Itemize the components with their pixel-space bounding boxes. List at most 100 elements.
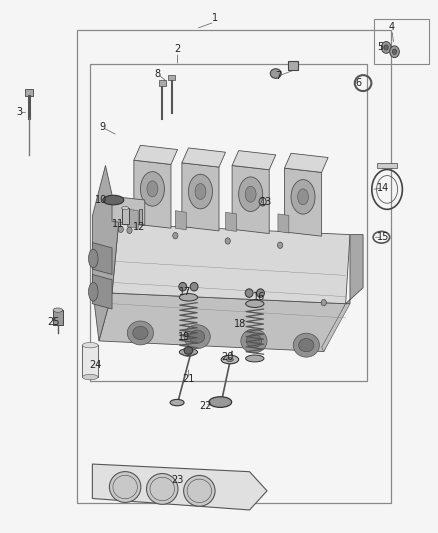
Ellipse shape (381, 42, 391, 53)
Ellipse shape (299, 338, 314, 352)
Bar (288, 61, 297, 70)
Polygon shape (92, 274, 112, 309)
Ellipse shape (88, 249, 98, 268)
Ellipse shape (257, 289, 265, 297)
Ellipse shape (103, 195, 124, 205)
Polygon shape (92, 243, 112, 274)
Text: 22: 22 (199, 401, 211, 411)
Ellipse shape (209, 397, 232, 407)
Ellipse shape (384, 45, 389, 50)
Polygon shape (112, 196, 145, 225)
Bar (159, 80, 166, 86)
Ellipse shape (245, 186, 256, 202)
Text: 14: 14 (377, 183, 389, 193)
Ellipse shape (246, 334, 261, 348)
Text: 17: 17 (179, 287, 191, 297)
Ellipse shape (179, 349, 198, 356)
Text: 16: 16 (253, 292, 265, 302)
Bar (77, 30, 392, 503)
Ellipse shape (221, 356, 239, 364)
Polygon shape (134, 146, 177, 165)
Text: 21: 21 (182, 374, 194, 384)
Ellipse shape (278, 242, 283, 248)
Text: 2: 2 (174, 44, 180, 53)
Polygon shape (285, 168, 321, 236)
Text: 19: 19 (178, 332, 190, 342)
Ellipse shape (122, 206, 129, 209)
Text: 5: 5 (378, 43, 384, 52)
Ellipse shape (293, 333, 319, 357)
Polygon shape (175, 211, 186, 230)
Ellipse shape (179, 294, 198, 301)
Bar (82, 345, 98, 377)
Polygon shape (278, 214, 289, 233)
Text: 15: 15 (377, 232, 389, 243)
Polygon shape (92, 165, 119, 341)
Ellipse shape (141, 172, 164, 206)
Polygon shape (99, 293, 346, 352)
Ellipse shape (239, 177, 263, 212)
Ellipse shape (184, 347, 193, 354)
Text: 12: 12 (133, 222, 146, 232)
Ellipse shape (184, 475, 215, 506)
Ellipse shape (147, 181, 158, 197)
Ellipse shape (179, 282, 187, 291)
Ellipse shape (88, 282, 98, 301)
Ellipse shape (246, 300, 264, 308)
Polygon shape (182, 148, 226, 167)
Ellipse shape (241, 329, 267, 353)
Ellipse shape (390, 46, 399, 58)
Polygon shape (321, 304, 350, 352)
Ellipse shape (392, 49, 397, 54)
Text: 24: 24 (90, 360, 102, 370)
Ellipse shape (246, 355, 264, 362)
Polygon shape (92, 464, 267, 510)
Ellipse shape (173, 232, 178, 239)
Ellipse shape (190, 282, 198, 291)
Ellipse shape (291, 180, 315, 214)
Polygon shape (232, 151, 276, 169)
Bar (168, 75, 175, 80)
Ellipse shape (110, 472, 141, 503)
Text: 8: 8 (155, 69, 161, 79)
Bar (90, 64, 367, 381)
Ellipse shape (118, 226, 124, 232)
Ellipse shape (147, 473, 178, 504)
Ellipse shape (127, 227, 132, 233)
Text: 9: 9 (99, 122, 105, 132)
Text: 4: 4 (389, 22, 395, 33)
Bar (25, 90, 33, 96)
Text: 23: 23 (171, 475, 184, 485)
Text: 20: 20 (222, 352, 234, 362)
Ellipse shape (133, 326, 148, 340)
Ellipse shape (53, 308, 63, 312)
Ellipse shape (188, 174, 212, 209)
Ellipse shape (270, 69, 281, 78)
Polygon shape (127, 209, 138, 228)
Text: 3: 3 (16, 107, 22, 117)
Polygon shape (232, 165, 269, 233)
Bar (139, 209, 142, 224)
Polygon shape (346, 235, 363, 304)
Text: 7: 7 (275, 71, 281, 81)
Bar (122, 208, 129, 224)
Text: 13: 13 (260, 197, 272, 207)
Bar (374, 19, 428, 64)
Text: 10: 10 (95, 195, 107, 205)
Ellipse shape (226, 358, 233, 362)
Polygon shape (285, 154, 328, 172)
Bar (53, 310, 63, 325)
Polygon shape (134, 160, 171, 228)
Ellipse shape (190, 330, 205, 343)
Polygon shape (112, 224, 350, 304)
Ellipse shape (195, 183, 206, 199)
Text: 18: 18 (234, 319, 246, 329)
Polygon shape (182, 163, 219, 231)
Text: 11: 11 (112, 219, 124, 229)
Ellipse shape (297, 189, 308, 205)
Ellipse shape (170, 399, 184, 406)
Ellipse shape (225, 238, 230, 244)
Ellipse shape (127, 321, 153, 345)
Ellipse shape (184, 325, 210, 349)
Text: 25: 25 (47, 317, 59, 327)
